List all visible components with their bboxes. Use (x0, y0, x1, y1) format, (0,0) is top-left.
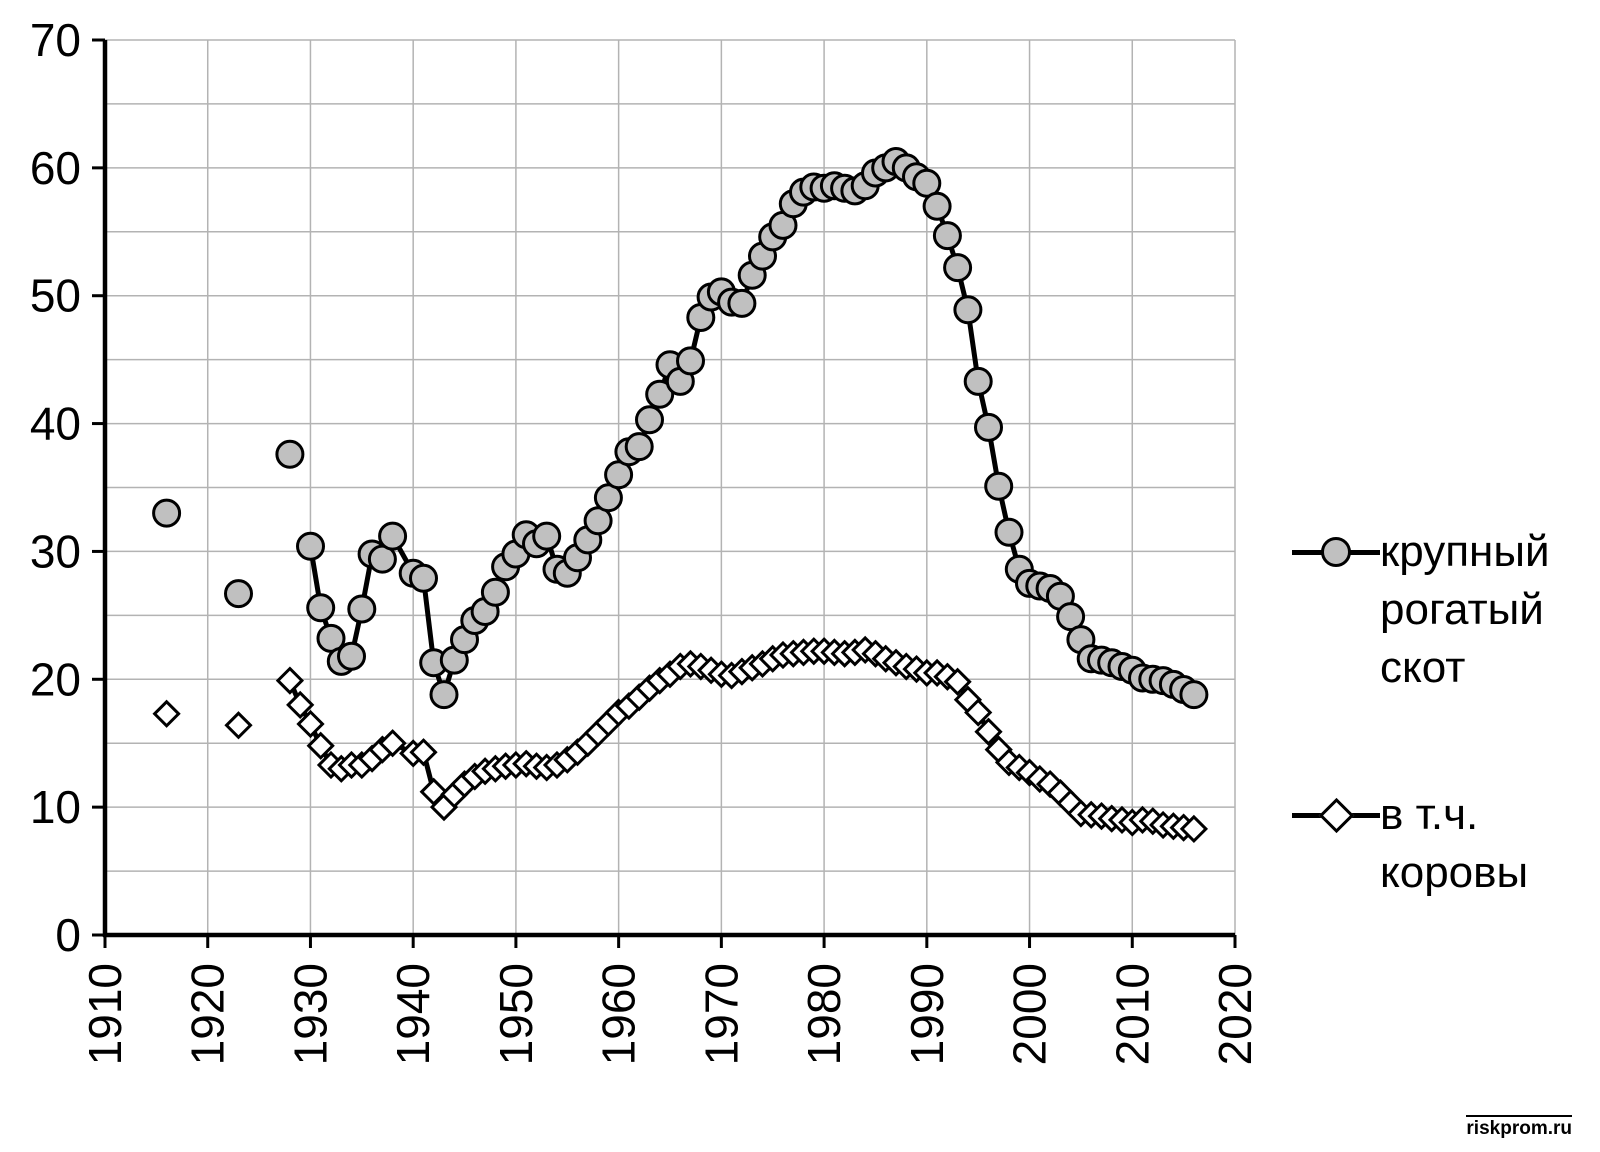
legend-cattle-line-2: рогатый (1380, 585, 1544, 634)
legend-cows-label: в т.ч. коровы (1380, 786, 1528, 902)
watermark: riskprom.ru (1466, 1115, 1572, 1140)
legend-cows-line-1: в т.ч. (1380, 790, 1479, 839)
svg-text:1940: 1940 (387, 963, 439, 1065)
legend-cattle-line-1: крупный (1380, 527, 1550, 576)
cows-series-marker-icon (1292, 786, 1380, 844)
svg-text:1960: 1960 (593, 963, 645, 1065)
svg-text:70: 70 (30, 14, 81, 66)
svg-text:1910: 1910 (79, 963, 131, 1065)
svg-text:30: 30 (30, 525, 81, 577)
legend-cattle-line-3: скот (1380, 643, 1466, 692)
legend-item-cattle: крупный рогатый скот (1292, 523, 1592, 697)
svg-text:1950: 1950 (490, 963, 542, 1065)
svg-text:60: 60 (30, 142, 81, 194)
svg-text:2000: 2000 (1004, 963, 1056, 1065)
svg-text:2020: 2020 (1209, 963, 1261, 1065)
legend-cattle-label: крупный рогатый скот (1380, 523, 1550, 697)
svg-text:50: 50 (30, 270, 81, 322)
chart-legend: крупный рогатый скот в т.ч. коровы (1292, 523, 1592, 902)
legend-item-cows: в т.ч. коровы (1292, 786, 1592, 902)
svg-text:1980: 1980 (798, 963, 850, 1065)
svg-text:1970: 1970 (695, 963, 747, 1065)
svg-text:20: 20 (30, 653, 81, 705)
svg-text:40: 40 (30, 398, 81, 450)
svg-text:1990: 1990 (901, 963, 953, 1065)
svg-text:10: 10 (30, 781, 81, 833)
svg-text:1920: 1920 (182, 963, 234, 1065)
svg-text:1930: 1930 (284, 963, 336, 1065)
svg-text:2010: 2010 (1106, 963, 1158, 1065)
cattle-series-marker-icon (1292, 523, 1380, 581)
legend-cows-line-2: коровы (1380, 848, 1529, 897)
svg-text:0: 0 (55, 909, 81, 961)
